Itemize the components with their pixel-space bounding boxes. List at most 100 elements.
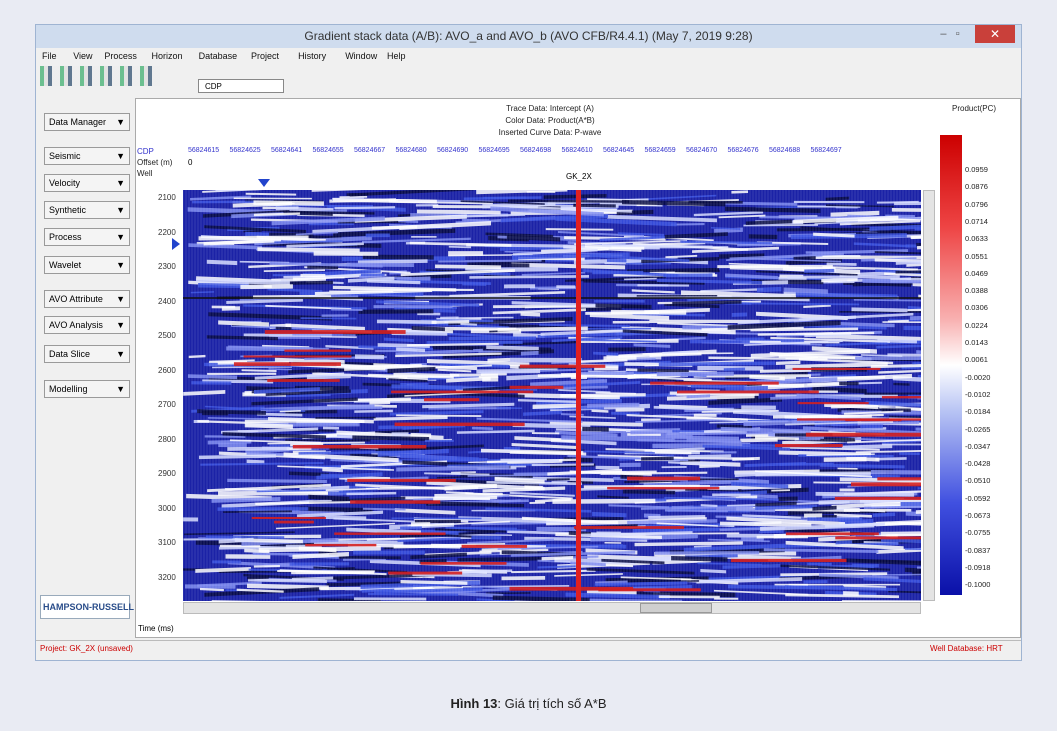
caption-text: : Giá trị tích số A*B <box>497 696 606 711</box>
time-label: 2900 <box>158 469 176 478</box>
seismic-texture <box>323 427 339 430</box>
menu-item[interactable]: Project <box>251 51 279 61</box>
logo: HAMPSON-RUSSELL <box>40 595 130 619</box>
menu-item[interactable]: View <box>73 51 92 61</box>
seismic-texture <box>212 306 236 309</box>
menu-item[interactable]: Process <box>104 51 137 61</box>
menu-item[interactable]: History <box>298 51 326 61</box>
seismic-texture <box>502 576 546 580</box>
sidebar-button[interactable]: Seismic ▼ <box>44 147 130 165</box>
toolbar[interactable] <box>40 66 160 86</box>
sidebar-button[interactable]: Data Manager ▼ <box>44 113 130 131</box>
plot-header: Inserted Curve Data: P-wave <box>135 128 965 137</box>
seismic-texture <box>899 452 920 455</box>
colorbar-label: -0.0184 <box>965 407 990 416</box>
time-label: 2300 <box>158 262 176 271</box>
row-label: CDP <box>137 147 154 156</box>
colorbar-label: -0.0510 <box>965 476 990 485</box>
seismic-texture <box>274 521 314 524</box>
seismic-texture <box>871 470 921 475</box>
seismic-texture <box>252 517 326 519</box>
h-scroll-thumb[interactable] <box>640 603 712 613</box>
cdp-label: 56824641 <box>271 147 302 154</box>
colorbar-label: 0.0714 <box>965 217 988 226</box>
time-label: 2500 <box>158 331 176 340</box>
seismic-texture <box>462 545 527 548</box>
seismic-texture <box>284 350 351 352</box>
sidebar-button[interactable]: AVO Attribute ▼ <box>44 290 130 308</box>
sidebar-button[interactable]: AVO Analysis ▼ <box>44 316 130 334</box>
seismic-texture <box>350 500 440 503</box>
seismic-texture <box>657 372 734 376</box>
sidebar-button[interactable]: Velocity ▼ <box>44 174 130 192</box>
v-scrollbar[interactable] <box>923 190 935 601</box>
seismic-texture <box>905 548 921 550</box>
time-marker <box>172 238 180 250</box>
cdp-label: 56824615 <box>188 147 219 154</box>
colorbar-label: -0.0102 <box>965 390 990 399</box>
sidebar-button[interactable]: Modelling ▼ <box>44 380 130 398</box>
cdp-label: 56824670 <box>686 147 717 154</box>
cdp-label: 56824695 <box>479 147 510 154</box>
seismic-texture <box>798 402 869 404</box>
sidebar-button[interactable]: Synthetic ▼ <box>44 201 130 219</box>
seismic-texture <box>556 285 575 288</box>
seismic-texture <box>786 532 879 535</box>
seismic-texture <box>552 499 655 504</box>
status-bar <box>36 640 1021 659</box>
seismic-texture <box>347 479 456 482</box>
seismic-texture <box>677 391 819 394</box>
colorbar-label: 0.0061 <box>965 355 988 364</box>
plot-header: Trace Data: Intercept (A) <box>135 104 965 113</box>
seismic-texture <box>293 445 427 448</box>
time-label: 3200 <box>158 573 176 582</box>
seismic-texture <box>882 396 921 398</box>
seismic-texture <box>411 236 436 238</box>
colorbar-label: 0.0306 <box>965 303 988 312</box>
seismic-texture <box>607 487 719 489</box>
menu-item[interactable]: Horizon <box>152 51 183 61</box>
cdp-label: 56824645 <box>603 147 634 154</box>
caption-label: Hình 13 <box>450 696 497 711</box>
h-scrollbar[interactable] <box>183 602 921 614</box>
offset-value: 0 <box>188 158 192 167</box>
seismic-section <box>183 190 921 601</box>
menu-item[interactable]: File <box>42 51 57 61</box>
colorbar-label: -0.0347 <box>965 442 990 451</box>
seismic-texture <box>596 466 620 470</box>
window-title: Gradient stack data (A/B): AVO_a and AVO… <box>0 29 1057 43</box>
colorbar-label: -0.0673 <box>965 511 990 520</box>
status-right: Well Database: HRT <box>930 644 1003 653</box>
seismic-texture <box>334 532 445 534</box>
seismic-texture <box>793 368 881 370</box>
seismic-texture <box>797 418 921 420</box>
colorbar-label: -0.1000 <box>965 580 990 589</box>
seismic-texture <box>388 572 462 575</box>
seismic-texture <box>207 373 276 375</box>
time-label: 2100 <box>158 193 176 202</box>
seismic-texture <box>775 444 843 447</box>
sidebar-button[interactable]: Wavelet ▼ <box>44 256 130 274</box>
seismic-texture <box>894 202 921 205</box>
toolbar-dropdown[interactable]: CDP <box>198 79 284 93</box>
menu-item[interactable]: Window <box>345 51 377 61</box>
cdp-label: 56824690 <box>437 147 468 154</box>
seismic-texture <box>576 190 581 601</box>
seismic-texture <box>574 526 684 529</box>
seismic-texture <box>290 562 349 566</box>
seismic-texture <box>732 312 747 316</box>
seismic-texture <box>244 356 352 358</box>
sidebar-button[interactable]: Data Slice ▼ <box>44 345 130 363</box>
menu-item[interactable]: Help <box>387 51 406 61</box>
menu-item[interactable]: Database <box>199 51 238 61</box>
sidebar-button[interactable]: Process ▼ <box>44 228 130 246</box>
row-label: Offset (m) <box>137 158 172 167</box>
colorbar-label: 0.0796 <box>965 200 988 209</box>
cdp-label: 56824698 <box>520 147 551 154</box>
seismic-texture <box>355 354 384 359</box>
seismic-texture <box>520 365 605 368</box>
colorbar-label: 0.0633 <box>965 234 988 243</box>
row-label: Well <box>137 169 152 178</box>
cdp-label: 56824680 <box>396 147 427 154</box>
seismic-texture <box>604 542 621 544</box>
